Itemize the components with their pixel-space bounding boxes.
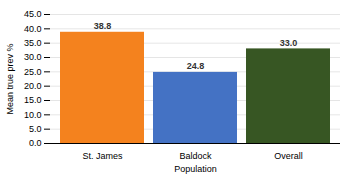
svg-text:24.8: 24.8 bbox=[187, 61, 205, 71]
svg-text:20.0: 20.0 bbox=[24, 81, 42, 91]
svg-text:30.0: 30.0 bbox=[24, 52, 42, 62]
svg-text:10.0: 10.0 bbox=[24, 110, 42, 120]
svg-text:0.0: 0.0 bbox=[29, 138, 42, 148]
svg-text:25.0: 25.0 bbox=[24, 67, 42, 77]
svg-text:Mean true prev %: Mean true prev % bbox=[5, 43, 15, 114]
svg-text:15.0: 15.0 bbox=[24, 95, 42, 105]
svg-text:Baldock: Baldock bbox=[179, 151, 212, 161]
svg-text:35.0: 35.0 bbox=[24, 38, 42, 48]
svg-text:Overall: Overall bbox=[274, 151, 303, 161]
svg-text:33.0: 33.0 bbox=[280, 38, 298, 48]
svg-text:St. James: St. James bbox=[82, 151, 123, 161]
svg-text:38.8: 38.8 bbox=[94, 21, 112, 31]
svg-text:40.0: 40.0 bbox=[24, 24, 42, 34]
svg-text:Population: Population bbox=[174, 164, 217, 174]
svg-text:5.0: 5.0 bbox=[29, 124, 42, 134]
svg-text:45.0: 45.0 bbox=[24, 9, 42, 19]
